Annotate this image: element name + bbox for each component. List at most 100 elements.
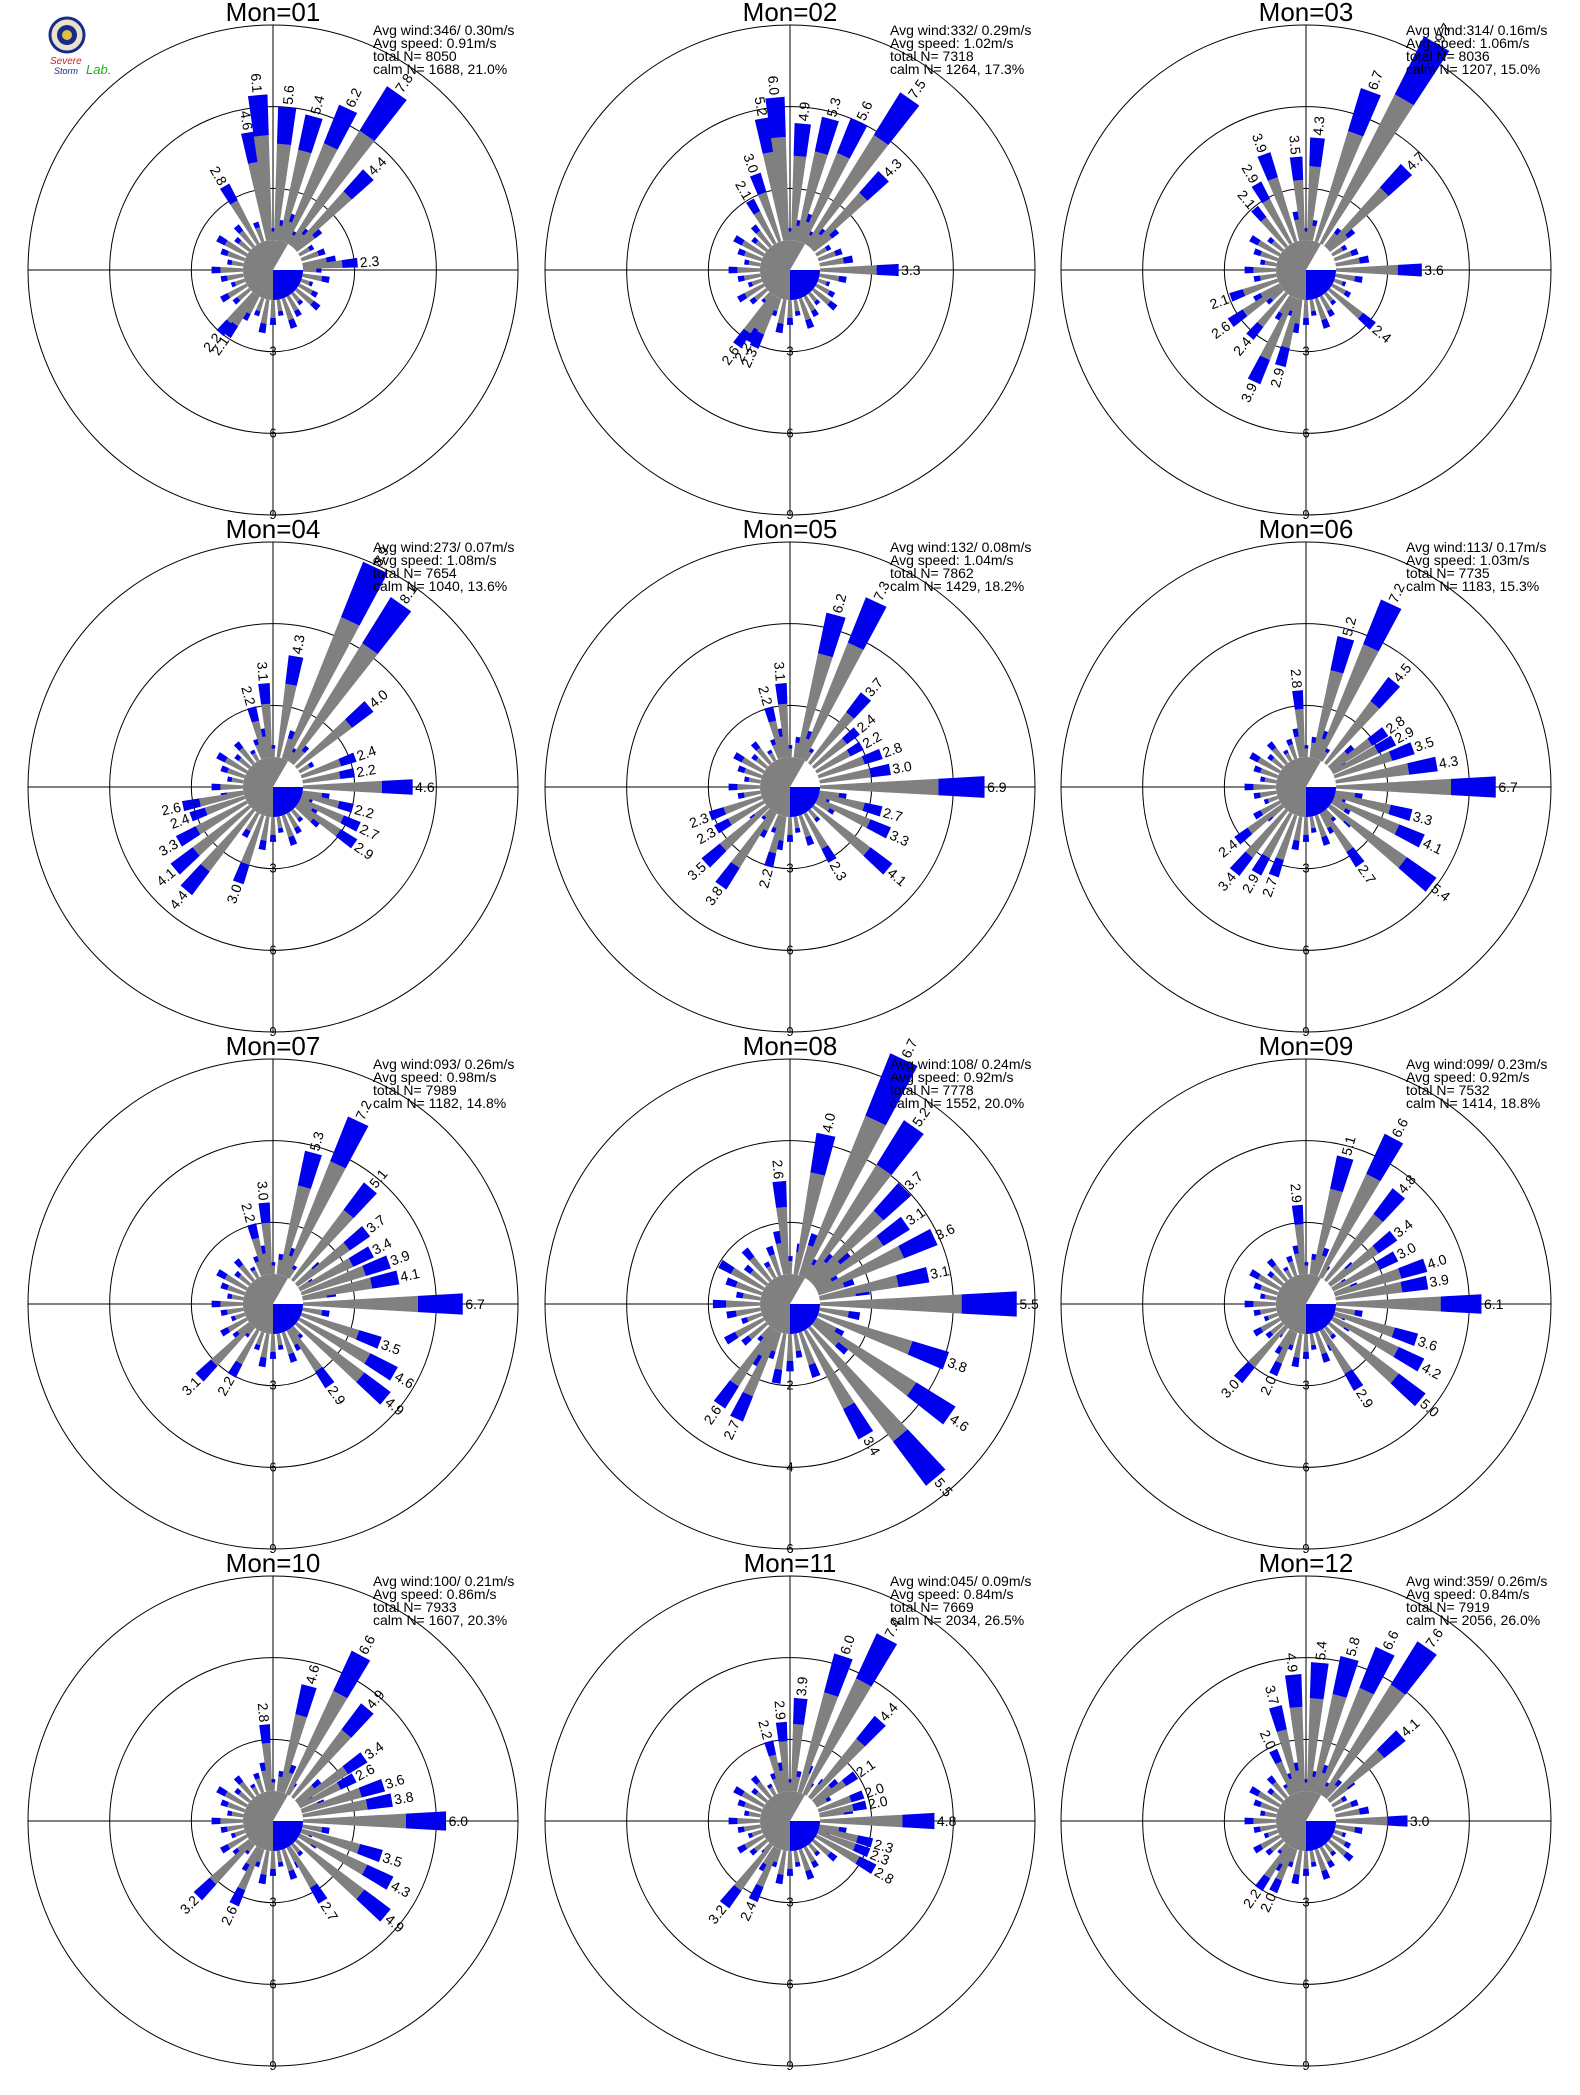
calm-sector-blue	[1306, 1304, 1336, 1334]
sector-bar-blue	[1367, 727, 1389, 746]
sector-bar-blue	[1291, 839, 1300, 851]
sector-bar-gray	[803, 812, 829, 850]
sector-bar-gray	[1333, 251, 1352, 262]
sector-bar-blue	[1265, 1330, 1274, 1339]
sector-value-label: 4.6	[947, 1410, 972, 1434]
sector-bar-gray	[1317, 644, 1379, 761]
sector-bar-blue	[1330, 1155, 1354, 1193]
sector-bar-blue	[1341, 1832, 1347, 1838]
sector-bar-blue	[737, 1844, 748, 1854]
sector-bar-gray	[260, 1850, 270, 1875]
sector-bar-blue	[793, 123, 811, 157]
ring-label: 9	[269, 2058, 276, 2073]
panel-title: Mon=03	[1259, 0, 1354, 27]
sector-bar-blue	[343, 169, 374, 200]
sector-bar-blue	[1451, 776, 1496, 798]
sector-value-label: 2.8	[1288, 668, 1306, 689]
sector-bar-gray	[815, 1798, 828, 1808]
sector-bar-gray	[777, 299, 787, 324]
sector-bar-blue	[786, 1868, 794, 1876]
panel-title: Mon=01	[226, 0, 321, 27]
ring-label: 3	[269, 861, 276, 876]
sector-bar-blue	[728, 783, 738, 791]
sector-bar-blue	[341, 1703, 374, 1738]
sector-bar-gray	[1275, 1761, 1295, 1795]
sector-bar-gray	[813, 1235, 884, 1289]
panel-title: Mon=11	[744, 1548, 837, 1578]
sector-bar-blue	[1310, 310, 1317, 316]
sector-bar-blue	[787, 228, 793, 232]
sector-bar-blue	[1330, 1850, 1337, 1857]
sector-bar-blue	[1303, 745, 1309, 749]
sector-bar-gray	[294, 1321, 365, 1383]
sector-value-label: 3.0	[1394, 1239, 1419, 1262]
sector-bar-gray	[787, 816, 793, 835]
sector-bar-blue	[216, 235, 228, 246]
sector-value-label: 2.3	[738, 345, 761, 370]
sector-bar-gray	[298, 1258, 354, 1292]
sector-bar-blue	[1253, 1799, 1262, 1808]
sector-bar-gray	[298, 1317, 371, 1364]
sector-bar-blue	[170, 847, 200, 875]
sector-bar-gray	[734, 1317, 765, 1338]
sector-bar-blue	[335, 829, 358, 849]
sector-bar-gray	[251, 752, 260, 762]
logo-text-severe: Severe	[50, 56, 82, 67]
sector-bar-blue	[1283, 1266, 1289, 1272]
sector-bar-gray	[778, 703, 790, 758]
sector-value-label: 2.7	[1355, 862, 1379, 887]
sector-bar-gray	[1288, 297, 1298, 312]
sector-value-label: 5.8	[1342, 1635, 1363, 1658]
sector-value-label: 2.4	[168, 810, 192, 832]
sector-bar-gray	[794, 1172, 825, 1276]
sector-bar-gray	[284, 1161, 346, 1278]
sector-bar-blue	[1407, 756, 1438, 775]
sector-bar-gray	[756, 747, 773, 766]
sector-bar-blue	[1344, 744, 1356, 756]
sector-bar-blue	[241, 311, 251, 322]
sector-bar-blue	[348, 1246, 374, 1267]
sector-bar-blue	[315, 1366, 335, 1389]
sector-bar-blue	[1303, 1779, 1309, 1783]
ring-label: 6	[1302, 1976, 1309, 1991]
sector-bar-blue	[1291, 1873, 1300, 1885]
sector-bar-blue	[1253, 248, 1262, 257]
sector-bar-gray	[276, 299, 283, 312]
sector-bar-gray	[1328, 1245, 1379, 1287]
panel-title: Mon=05	[743, 514, 838, 544]
sector-value-label: 5.5	[1019, 1296, 1039, 1312]
sector-value-label: 2.0	[1257, 1373, 1280, 1398]
sector-bar-blue	[856, 1715, 886, 1747]
sector-bar-gray	[1319, 295, 1332, 312]
total-n-stat: total N= 8050	[373, 48, 457, 64]
sector-bar-gray	[744, 1834, 765, 1849]
sector-bar-gray	[807, 232, 822, 249]
sector-value-label: 8.9	[369, 544, 392, 569]
sector-bar-gray	[798, 1244, 815, 1277]
sector-bar-gray	[1260, 283, 1281, 298]
sector-bar-gray	[815, 1277, 833, 1291]
sector-bar-blue	[741, 1247, 755, 1261]
sector-bar-blue	[869, 763, 891, 778]
sector-bar-gray	[260, 1333, 270, 1358]
sector-bar-gray	[817, 251, 836, 262]
sector-bar-blue	[293, 308, 302, 318]
sector-bar-blue	[175, 826, 201, 847]
sector-bar-gray	[819, 768, 872, 784]
sector-bar-gray	[1270, 1838, 1285, 1852]
sector-bar-gray	[798, 221, 811, 243]
sector-bar-blue	[906, 1382, 956, 1425]
sector-bar-gray	[775, 1242, 787, 1275]
sector-bar-gray	[817, 1312, 913, 1355]
sector-bar-blue	[1246, 321, 1264, 340]
sector-bar-gray	[807, 712, 855, 766]
sector-bar-gray	[300, 1828, 361, 1854]
sector-bar-gray	[231, 260, 244, 267]
sector-bar-blue	[338, 752, 357, 767]
ring-label: 2	[786, 1378, 793, 1393]
calm-sector-blue	[790, 787, 820, 817]
sector-bar-blue	[1354, 1826, 1363, 1835]
sector-bar-gray	[227, 1802, 246, 1813]
sector-bar-gray	[774, 1333, 787, 1370]
